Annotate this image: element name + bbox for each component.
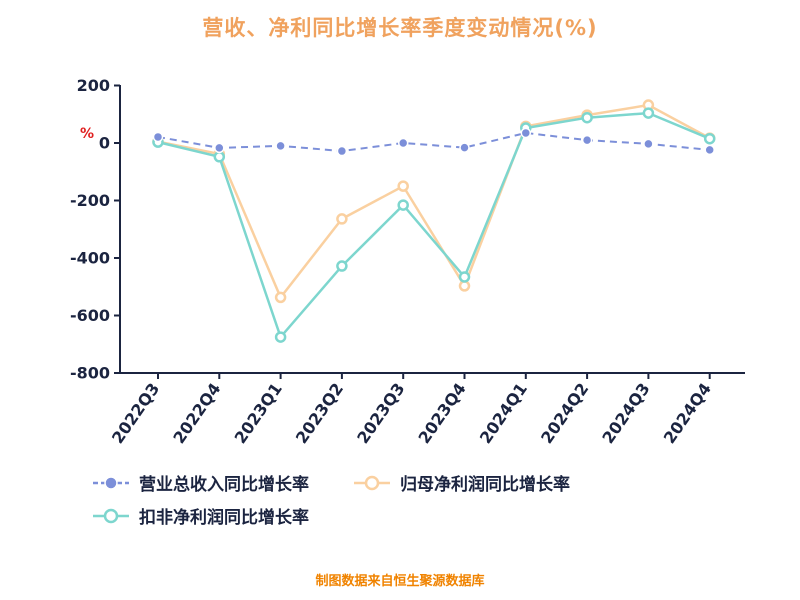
data-point-marker xyxy=(643,138,654,150)
data-point-marker xyxy=(274,291,287,304)
data-point-marker xyxy=(214,142,225,154)
data-point-marker xyxy=(274,331,287,343)
data-point-marker xyxy=(642,107,655,119)
data-point-marker xyxy=(336,145,348,157)
series-1 xyxy=(152,99,716,304)
series-line xyxy=(157,103,711,300)
legend-label: 营业总收入同比增长率 xyxy=(139,475,309,495)
x-tick-label: 2024Q1 xyxy=(476,379,531,447)
data-point-marker xyxy=(336,260,348,272)
y-tick-label: -600 xyxy=(70,306,110,325)
data-point-marker xyxy=(152,131,164,143)
legend-label: 扣非净利润同比增长率 xyxy=(139,508,309,528)
data-point-marker xyxy=(459,142,470,153)
x-tick-label: 2024Q4 xyxy=(660,379,715,447)
series-line xyxy=(157,111,711,340)
x-tick-label: 2024Q2 xyxy=(537,379,592,447)
chart-series xyxy=(152,99,716,343)
data-point-marker xyxy=(336,213,348,225)
y-axis-labels: 200 0 -200 -400 -600 -800 xyxy=(70,76,120,383)
line-marker-icon xyxy=(93,475,129,490)
data-point-marker xyxy=(520,127,532,139)
legend-label: 归母净利润同比增长率 xyxy=(400,475,570,495)
x-tick-label: 2023Q4 xyxy=(414,379,469,447)
y-tick-label: -800 xyxy=(70,364,110,383)
chart-title: 营收、净利同比增长率季度变动情况(%) xyxy=(202,16,598,40)
series-0 xyxy=(152,127,715,157)
data-point-marker xyxy=(581,134,593,146)
y-tick-label: -200 xyxy=(70,191,110,210)
data-source-note: 制图数据来自恒生聚源数据库 xyxy=(315,574,485,589)
data-point-marker xyxy=(397,137,409,149)
data-point-marker xyxy=(458,280,471,292)
data-point-marker xyxy=(704,144,715,156)
data-point-marker xyxy=(458,271,471,283)
legend-item-revenue[interactable]: 营业总收入同比增长率 xyxy=(92,470,309,495)
data-point-marker xyxy=(703,132,716,145)
y-axis-unit-label: % xyxy=(80,126,95,142)
x-tick-label: 2022Q3 xyxy=(108,379,163,447)
legend-item-non-recurring[interactable]: 扣非净利润同比增长率 xyxy=(92,503,309,528)
series-line xyxy=(157,131,710,153)
x-tick-label: 2023Q1 xyxy=(231,379,286,447)
data-point-marker xyxy=(397,199,409,211)
line-marker-icon xyxy=(93,508,129,523)
x-tick-label: 2023Q3 xyxy=(353,379,408,447)
y-tick-label: 0 xyxy=(99,134,110,153)
legend-item-net-profit[interactable]: 归母净利润同比增长率 xyxy=(353,470,570,495)
data-point-marker xyxy=(213,151,226,163)
data-point-marker xyxy=(397,180,409,192)
chart-legend: 营业总收入同比增长率 归母净利润同比增长率 扣非净利润同比增长率 xyxy=(92,470,570,528)
x-axis-labels: 2022Q3 2022Q4 2023Q1 2023Q2 2023Q3 2023Q4 2024… xyxy=(108,373,715,447)
series-2 xyxy=(152,107,716,343)
line-marker-icon xyxy=(354,475,390,490)
data-point-marker xyxy=(581,111,593,124)
x-tick-label: 2024Q3 xyxy=(598,379,653,447)
y-tick-label: -400 xyxy=(70,249,110,268)
data-point-marker xyxy=(275,140,286,152)
x-tick-label: 2023Q2 xyxy=(292,379,347,447)
x-tick-label: 2022Q4 xyxy=(169,379,224,447)
y-tick-label: 200 xyxy=(77,76,110,95)
